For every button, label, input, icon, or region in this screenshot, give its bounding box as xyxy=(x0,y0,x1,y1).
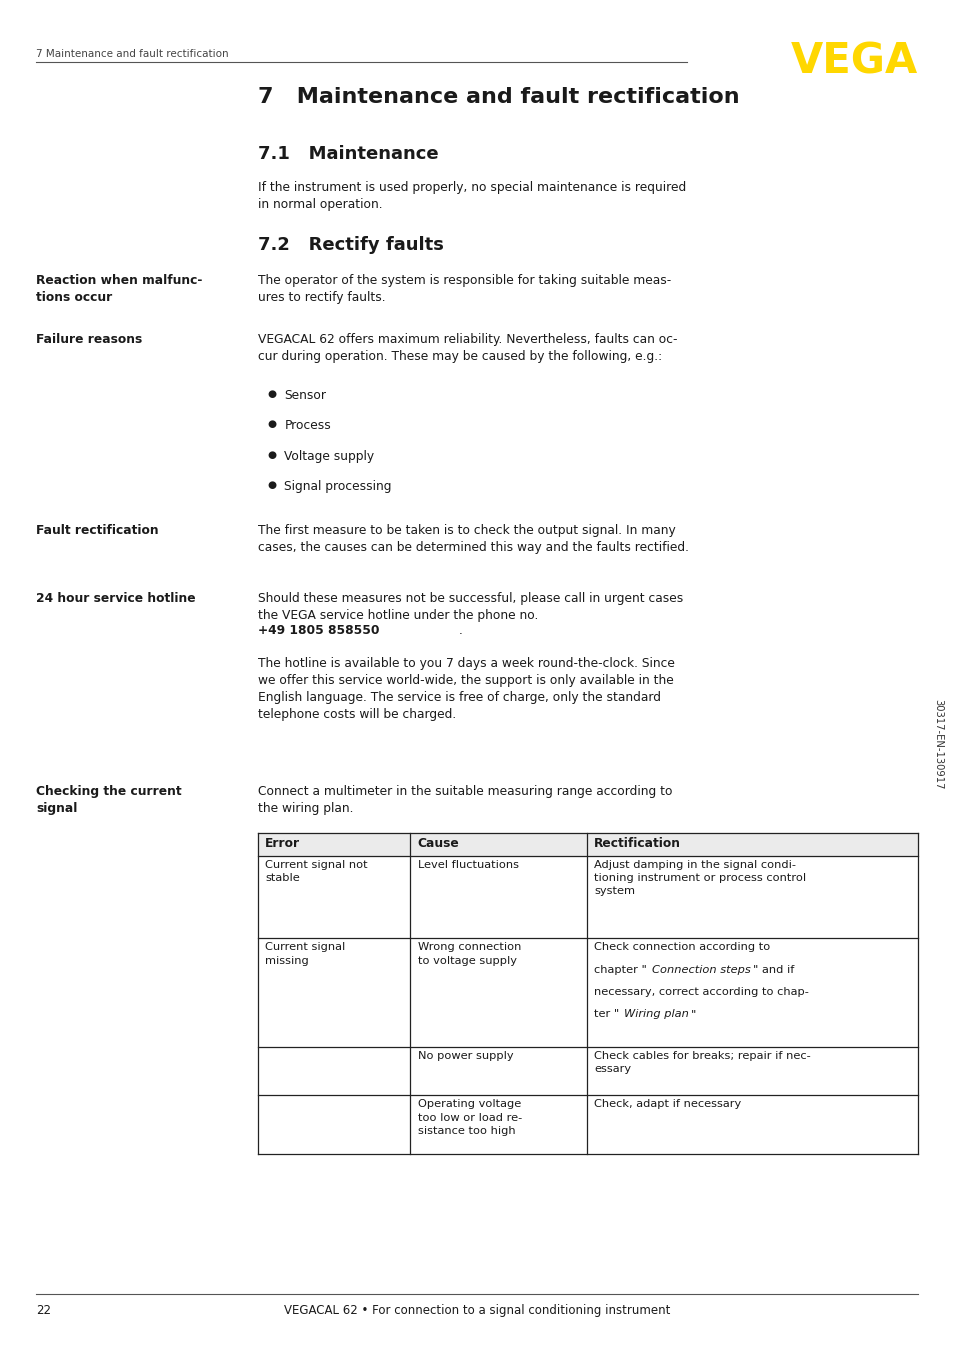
Text: 7.1   Maintenance: 7.1 Maintenance xyxy=(257,145,437,162)
Text: Level fluctuations: Level fluctuations xyxy=(417,860,518,869)
Text: Check, adapt if necessary: Check, adapt if necessary xyxy=(594,1099,740,1109)
Text: 7 Maintenance and fault rectification: 7 Maintenance and fault rectification xyxy=(36,49,229,60)
Text: Check connection according to: Check connection according to xyxy=(594,942,770,952)
Text: Current signal not
stable: Current signal not stable xyxy=(265,860,368,883)
Text: Reaction when malfunc-
tions occur: Reaction when malfunc- tions occur xyxy=(36,274,202,303)
Text: If the instrument is used properly, no special maintenance is required
in normal: If the instrument is used properly, no s… xyxy=(257,181,685,211)
Text: " and if: " and if xyxy=(752,964,793,975)
Text: Sensor: Sensor xyxy=(284,389,326,402)
Text: No power supply: No power supply xyxy=(417,1051,513,1060)
Text: VEGACAL 62 • For connection to a signal conditioning instrument: VEGACAL 62 • For connection to a signal … xyxy=(283,1304,670,1317)
Text: Current signal
missing: Current signal missing xyxy=(265,942,345,965)
Text: 7.2   Rectify faults: 7.2 Rectify faults xyxy=(257,236,443,253)
Text: The first measure to be taken is to check the output signal. In many
cases, the : The first measure to be taken is to chec… xyxy=(257,524,688,554)
Text: 24 hour service hotline: 24 hour service hotline xyxy=(36,592,195,605)
Text: .: . xyxy=(458,624,462,636)
Text: Wrong connection
to voltage supply: Wrong connection to voltage supply xyxy=(417,942,520,965)
Text: Failure reasons: Failure reasons xyxy=(36,333,142,347)
Text: Fault rectification: Fault rectification xyxy=(36,524,159,538)
Text: The hotline is available to you 7 days a week round-the-clock. Since
we offer th: The hotline is available to you 7 days a… xyxy=(257,657,674,720)
Text: ●: ● xyxy=(267,450,275,459)
Text: Check cables for breaks; repair if nec-
essary: Check cables for breaks; repair if nec- … xyxy=(594,1051,810,1074)
Text: Signal processing: Signal processing xyxy=(284,481,392,493)
Text: ter ": ter " xyxy=(594,1010,618,1020)
Text: necessary, correct according to chap-: necessary, correct according to chap- xyxy=(594,987,808,997)
Text: 22: 22 xyxy=(36,1304,51,1317)
Text: ●: ● xyxy=(267,481,275,490)
Text: Operating voltage
too low or load re-
sistance too high: Operating voltage too low or load re- si… xyxy=(417,1099,521,1136)
Text: Checking the current
signal: Checking the current signal xyxy=(36,785,182,815)
Text: +49 1805 858550: +49 1805 858550 xyxy=(257,624,378,636)
Text: chapter ": chapter " xyxy=(594,964,646,975)
Text: Rectification: Rectification xyxy=(594,837,680,850)
Bar xyxy=(257,833,917,856)
Text: Error: Error xyxy=(265,837,300,850)
Text: 7   Maintenance and fault rectification: 7 Maintenance and fault rectification xyxy=(257,87,739,107)
Text: VEGACAL 62 offers maximum reliability. Nevertheless, faults can oc-
cur during o: VEGACAL 62 offers maximum reliability. N… xyxy=(257,333,677,363)
Text: Connect a multimeter in the suitable measuring range according to
the wiring pla: Connect a multimeter in the suitable mea… xyxy=(257,785,671,815)
Text: Voltage supply: Voltage supply xyxy=(284,450,374,463)
Text: Cause: Cause xyxy=(417,837,459,850)
Text: Process: Process xyxy=(284,420,331,432)
Text: The operator of the system is responsible for taking suitable meas-
ures to rect: The operator of the system is responsibl… xyxy=(257,274,670,303)
Text: Connection steps: Connection steps xyxy=(652,964,750,975)
Text: ": " xyxy=(690,1010,696,1020)
Text: Adjust damping in the signal condi-
tioning instrument or process control
system: Adjust damping in the signal condi- tion… xyxy=(594,860,805,896)
Text: Wiring plan: Wiring plan xyxy=(623,1010,689,1020)
Text: Should these measures not be successful, please call in urgent cases
the VEGA se: Should these measures not be successful,… xyxy=(257,592,682,621)
Text: VEGA: VEGA xyxy=(790,41,917,83)
Text: ●: ● xyxy=(267,389,275,398)
Text: ●: ● xyxy=(267,420,275,429)
Text: 30317-EN-130917: 30317-EN-130917 xyxy=(933,700,943,789)
